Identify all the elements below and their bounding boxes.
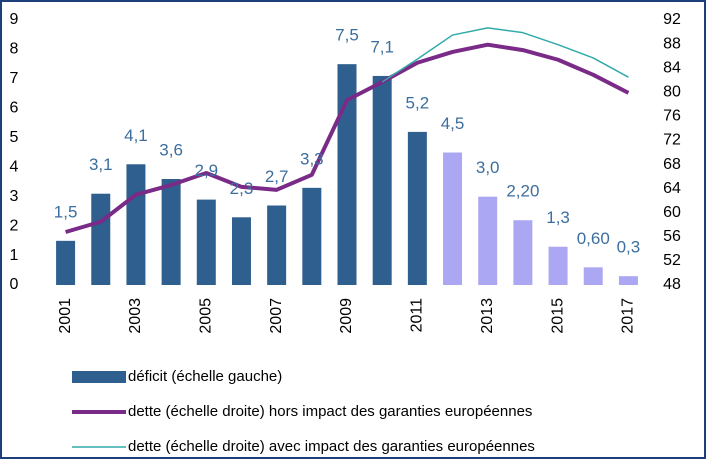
value-label: 2,20 [506, 182, 539, 201]
value-label: 7,5 [335, 26, 359, 45]
y2-tick-label: 72 [663, 132, 681, 149]
bar [126, 164, 146, 285]
value-label: 5,2 [406, 93, 430, 112]
x-tick-label: 2009 [338, 298, 355, 334]
y2-tick-label: 76 [663, 108, 681, 125]
value-label: 3,0 [476, 158, 500, 177]
value-label: 7,1 [370, 37, 394, 56]
y-tick-label: 6 [10, 100, 19, 117]
x-tick-label: 2001 [57, 298, 74, 334]
bar [618, 276, 638, 285]
bar [231, 217, 251, 285]
y2-tick-label: 84 [663, 59, 681, 76]
line [65, 42, 630, 234]
bar [337, 64, 357, 286]
bar [302, 187, 322, 285]
bar [478, 196, 498, 285]
bar [513, 220, 533, 285]
legend-label: dette (échelle droite) hors impact des g… [128, 403, 532, 420]
y2-tick-label: 64 [663, 180, 681, 197]
y2-tick-label: 60 [663, 204, 681, 221]
x-tick-label: 2005 [198, 298, 215, 334]
y2-tick-label: 52 [663, 252, 681, 269]
bar [372, 75, 392, 285]
y-tick-label: 1 [10, 247, 19, 264]
y-tick-label: 8 [10, 41, 19, 58]
bar [91, 193, 111, 285]
bar [267, 205, 287, 285]
bar [548, 246, 568, 285]
y2-tick-label: 68 [663, 156, 681, 173]
y2-tick-label: 92 [663, 11, 681, 28]
x-tick-label: 2013 [479, 298, 496, 334]
bar [196, 199, 216, 285]
value-label: 0,60 [577, 229, 610, 248]
y-tick-label: 7 [10, 70, 19, 87]
value-label: 2,3 [230, 179, 254, 198]
value-label: 4,5 [441, 114, 465, 133]
value-label: 1,3 [546, 208, 570, 227]
y-tick-label: 0 [10, 276, 19, 293]
y-tick-label: 3 [10, 188, 19, 205]
y2-tick-label: 48 [663, 276, 681, 293]
x-tick-label: 2003 [127, 298, 144, 334]
y2-tick-label: 88 [663, 35, 681, 52]
value-label: 4,1 [124, 126, 148, 145]
bar [161, 179, 181, 285]
value-label: 2,9 [194, 161, 218, 180]
legend-label: dette (échelle droite) avec impact des g… [128, 438, 535, 455]
y2-tick-label: 56 [663, 228, 681, 245]
value-label: 3,1 [89, 155, 113, 174]
bar [56, 240, 76, 285]
value-label: 1,5 [54, 202, 78, 221]
y-tick-label: 2 [10, 217, 19, 234]
y2-tick-label: 80 [663, 83, 681, 100]
bar [407, 131, 427, 285]
y-tick-label: 5 [10, 129, 19, 146]
value-label: 2,7 [265, 167, 289, 186]
value-label: 0,3 [617, 238, 641, 257]
x-tick-label: 2011 [409, 298, 426, 333]
y-tick-label: 9 [10, 11, 19, 28]
legend-swatch [72, 371, 126, 383]
y-tick-label: 4 [10, 158, 19, 175]
value-label: 3,6 [159, 140, 183, 159]
x-tick-label: 2007 [268, 298, 285, 334]
line [381, 27, 629, 83]
x-tick-label: 2015 [549, 298, 566, 334]
x-tick-label: 2017 [620, 298, 637, 334]
bar [443, 152, 463, 285]
value-label: 3,3 [300, 149, 324, 168]
legend-label: déficit (échelle gauche) [128, 368, 282, 385]
bar [583, 267, 603, 285]
